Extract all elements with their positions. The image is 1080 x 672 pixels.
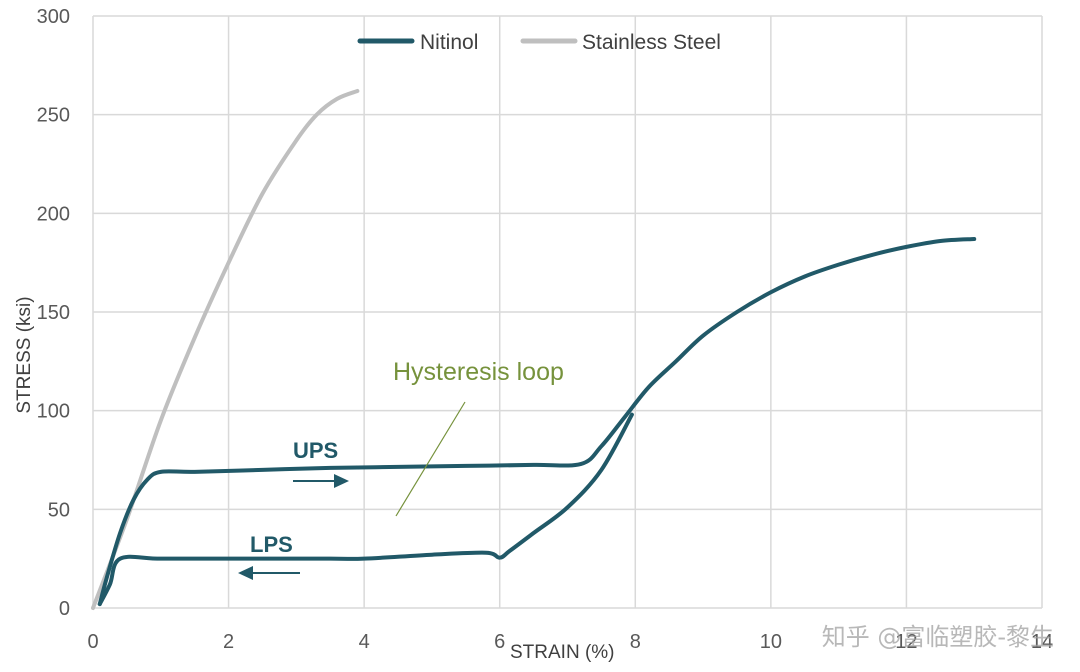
hysteresis-loop-label: Hysteresis loop (393, 358, 564, 386)
hysteresis-pointer-line (395, 401, 466, 517)
ups-label: UPS (293, 438, 338, 463)
legend-label-nitinol: Nitinol (420, 31, 478, 54)
x-tick-label: 12 (895, 631, 917, 653)
lps-label: LPS (250, 532, 293, 557)
ups-arrow-right-icon (293, 474, 349, 488)
x-axis-title: STRAIN (%) (510, 642, 615, 663)
y-tick-label: 300 (37, 6, 70, 28)
y-tick-label: 50 (48, 499, 70, 521)
x-tick-label: 6 (494, 631, 505, 653)
y-tick-label: 150 (37, 302, 70, 324)
tick-labels: 0 2 4 6 8 10 12 14 0 50 100 150 200 250 300 (37, 6, 1054, 653)
y-tick-label: 250 (37, 105, 70, 127)
x-tick-label: 10 (760, 631, 782, 653)
legend: Nitinol Stainless Steel (357, 31, 721, 54)
y-tick-label: 0 (59, 598, 70, 620)
x-tick-label: 4 (359, 631, 370, 653)
lps-arrow-left-icon (238, 566, 300, 580)
y-tick-label: 200 (37, 203, 70, 225)
watermark-text: 知乎 @富临塑胶-黎生 (821, 623, 1054, 651)
y-tick-label: 100 (37, 401, 70, 423)
legend-label-stainless-steel: Stainless Steel (582, 31, 721, 54)
series-line-stainless-steel (91, 88, 360, 610)
x-tick-label: 8 (630, 631, 641, 653)
y-axis-title: STRESS (ksi) (14, 296, 35, 413)
series-line-nitinol (97, 236, 977, 607)
x-tick-label: 0 (87, 631, 98, 653)
x-tick-label: 2 (223, 631, 234, 653)
series-line-nitinol-unloading (97, 412, 634, 607)
series-lines (91, 88, 977, 610)
x-tick-label: 14 (1031, 631, 1053, 653)
gridlines (92, 15, 1043, 609)
